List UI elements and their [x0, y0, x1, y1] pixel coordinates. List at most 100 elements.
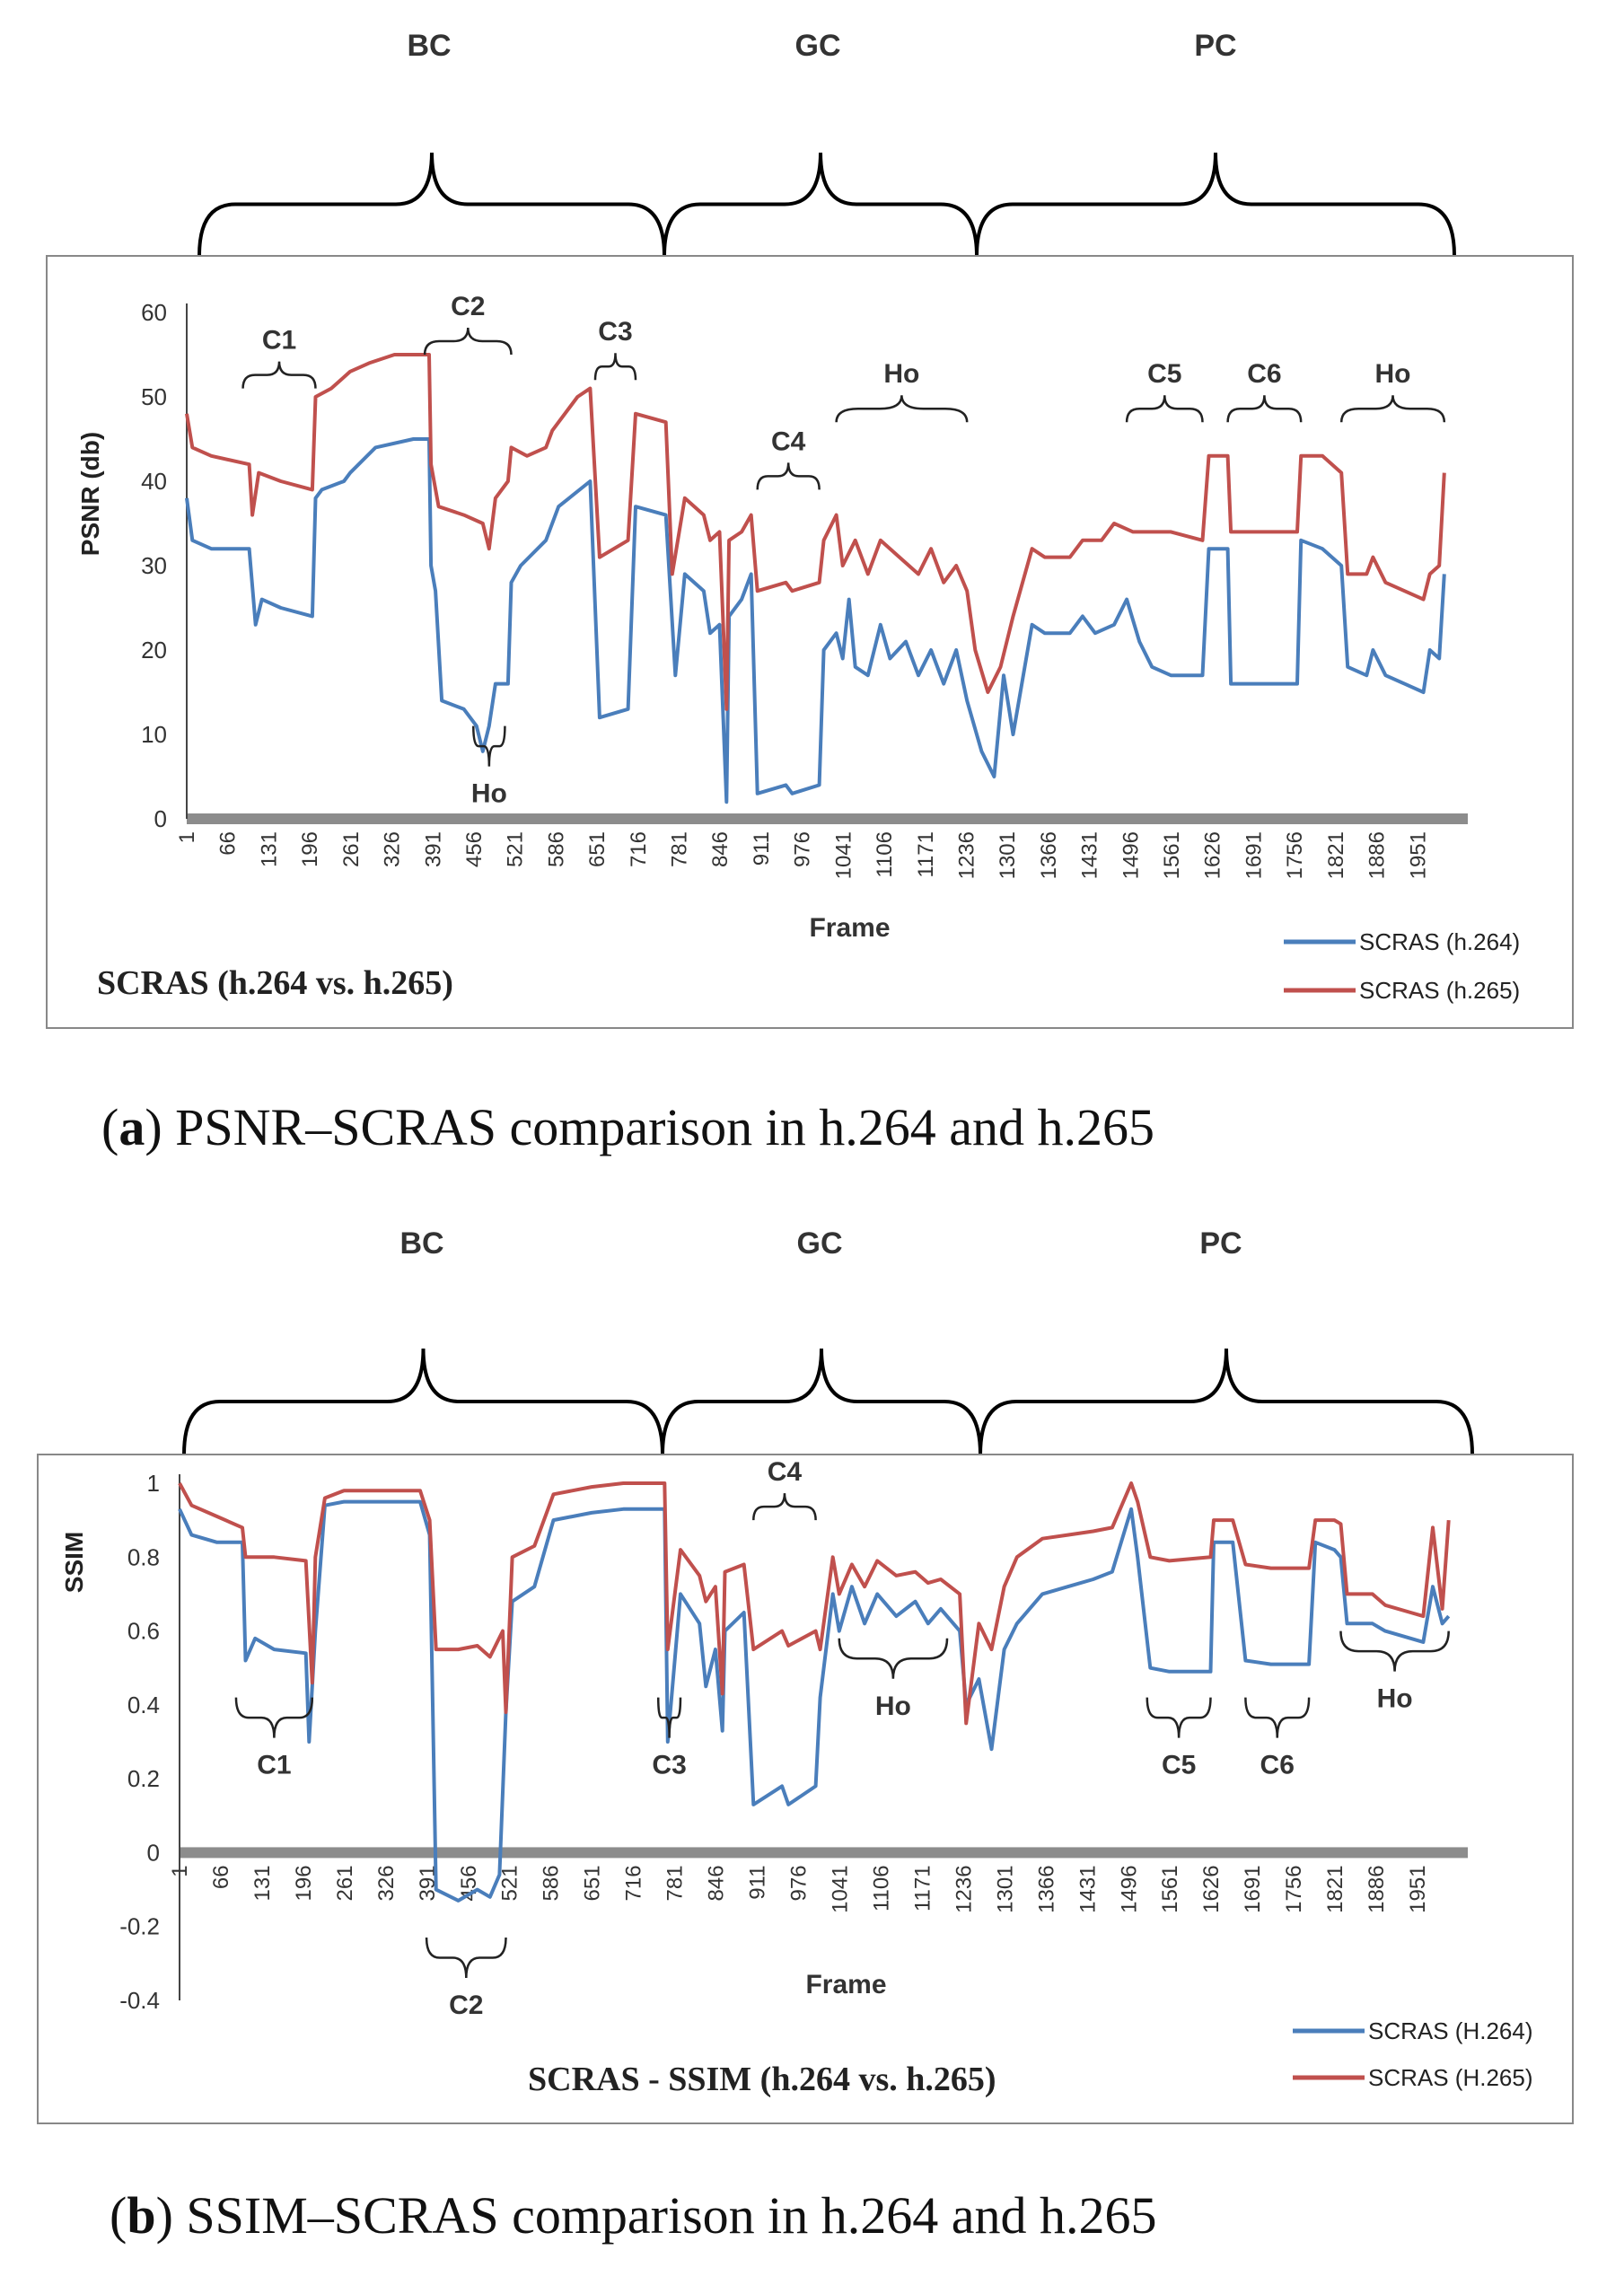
- x-tick-label: 1756: [1283, 831, 1307, 879]
- segment-brace: [472, 725, 506, 767]
- chart-panel-b: BC GC PC -0.4 -0.2 0 0.2 0.4 0.6 0.8 1 SSIM 1 66 131 19…: [37, 1226, 1574, 2245]
- x-tick-label: 1691: [1241, 1865, 1265, 1912]
- segment-brace: [1244, 1697, 1311, 1738]
- segment-label: C1: [257, 1751, 291, 1780]
- caption-open-paren: (: [110, 2186, 127, 2245]
- x-tick-label: 1691: [1242, 831, 1266, 879]
- segment-label: Ho: [471, 779, 507, 809]
- segment-brace: [234, 1697, 314, 1738]
- x-tick-label: 456: [462, 831, 487, 867]
- x-tick-label: 1561: [1158, 1865, 1182, 1912]
- group-brace-gc: [663, 152, 979, 257]
- x-tick-label: 1951: [1406, 831, 1430, 879]
- figure-caption: (a) PSNR–SCRAS comparison in h.264 and h…: [101, 1098, 1154, 1156]
- x-tick-label: 976: [791, 831, 815, 867]
- x-tick-label: 1171: [914, 831, 938, 878]
- inset-title: SCRAS (h.264 vs. h.265): [97, 964, 453, 1002]
- series-line-h265: [178, 1481, 1451, 1726]
- x-tick-label: 1106: [873, 831, 897, 878]
- segment-label: Ho: [875, 1692, 911, 1721]
- y-tick-label: 60: [141, 299, 167, 326]
- x-tick-label: 326: [381, 831, 405, 867]
- group-label-bc: BC: [399, 1226, 443, 1261]
- x-tick-label: 1496: [1119, 831, 1143, 879]
- y-tick-label: 1: [147, 1470, 160, 1497]
- chart-frame: [46, 255, 1574, 1029]
- series-line-h265: [185, 353, 1446, 711]
- segment-brace: [1226, 395, 1303, 423]
- x-tick-label: 1561: [1160, 831, 1184, 879]
- caption-letter: b: [127, 2186, 155, 2245]
- x-tick-label: 1431: [1075, 1865, 1100, 1912]
- x-tick-label: 196: [298, 831, 322, 867]
- y-tick-label: 10: [141, 721, 167, 748]
- x-tick-label: 911: [746, 1865, 770, 1899]
- x-tick-label: 1171: [910, 1865, 935, 1911]
- segment-brace: [423, 327, 513, 356]
- x-tick-label: 911: [750, 831, 774, 866]
- y-tick-label: 0.6: [127, 1618, 160, 1645]
- x-tick-label: 66: [209, 1865, 233, 1889]
- x-tick-label: 261: [333, 1865, 357, 1901]
- y-axis-label: SSIM: [60, 1532, 88, 1593]
- x-tick-label: 326: [374, 1865, 399, 1901]
- segment-label: Ho: [1377, 1684, 1413, 1714]
- x-tick-label: 1366: [1037, 831, 1061, 879]
- y-tick-label: 0: [154, 805, 167, 832]
- segment-brace: [1125, 395, 1204, 423]
- segment-brace: [838, 1638, 949, 1679]
- x-tick-label: 1626: [1199, 1865, 1224, 1912]
- x-tick-label: 261: [339, 831, 364, 867]
- segment-label: C4: [768, 1457, 803, 1487]
- y-tick-label: 40: [141, 468, 167, 495]
- x-axis-baseline: [180, 1847, 1468, 1859]
- x-tick-label: 976: [787, 1865, 812, 1901]
- segment-label: Ho: [1375, 359, 1411, 389]
- segment-brace: [1146, 1697, 1212, 1738]
- x-tick-label: 846: [705, 1865, 729, 1901]
- segment-brace: [1339, 1630, 1450, 1672]
- x-tick-label: 1301: [993, 1865, 1017, 1912]
- legend-label-h264: SCRAS (H.264): [1368, 2017, 1533, 2044]
- caption-open-paren: (: [101, 1098, 119, 1156]
- y-tick-label: 0.4: [127, 1692, 160, 1718]
- segment-label: C2: [449, 1991, 483, 2020]
- caption-letter: a: [119, 1098, 145, 1156]
- chart-frame: [37, 1454, 1574, 2124]
- x-tick-label: 1886: [1365, 1865, 1389, 1912]
- x-tick-label: 1041: [831, 831, 856, 879]
- series-line-h264: [178, 1499, 1451, 1903]
- x-tick-label: 521: [504, 831, 528, 867]
- x-tick-label: 1041: [828, 1865, 852, 1912]
- segment-brace: [425, 1938, 507, 1979]
- series-line-h264: [185, 437, 1446, 804]
- x-tick-label: 1496: [1117, 1865, 1141, 1912]
- x-tick-label: 1886: [1365, 831, 1390, 879]
- x-tick-label: 1236: [954, 831, 979, 879]
- group-label-pc: PC: [1199, 1226, 1242, 1261]
- group-label-gc: GC: [797, 1226, 843, 1261]
- segment-brace: [752, 1493, 817, 1521]
- segment-label: C6: [1260, 1751, 1295, 1780]
- x-tick-label: 1: [168, 1865, 192, 1876]
- y-tick-label: 0.8: [127, 1543, 160, 1570]
- x-tick-label: 846: [708, 831, 733, 867]
- group-brace-bc: [198, 152, 666, 257]
- chart-panel-a: BC GC PC 0 10 20 30 40 50 60 PSNR (db) 1 66 131 196 261…: [46, 29, 1574, 1156]
- y-tick-label: -0.2: [119, 1913, 160, 1940]
- x-tick-label: 131: [257, 831, 281, 867]
- x-tick-label: 716: [627, 831, 651, 867]
- y-tick-label: 30: [141, 552, 167, 579]
- group-brace-pc: [979, 1348, 1474, 1455]
- segment-brace: [756, 462, 821, 490]
- legend-label-h265: SCRAS (H.265): [1368, 2064, 1533, 2091]
- x-axis-baseline: [187, 813, 1468, 824]
- legend-label-h264: SCRAS (h.264): [1359, 928, 1520, 955]
- x-tick-label: 1626: [1201, 831, 1225, 879]
- group-label-pc: PC: [1194, 29, 1236, 63]
- y-tick-label: -0.4: [119, 1987, 160, 2014]
- x-tick-label: 66: [216, 831, 241, 856]
- x-tick-label: 521: [498, 1865, 522, 1901]
- y-tick-label: 0: [147, 1839, 160, 1866]
